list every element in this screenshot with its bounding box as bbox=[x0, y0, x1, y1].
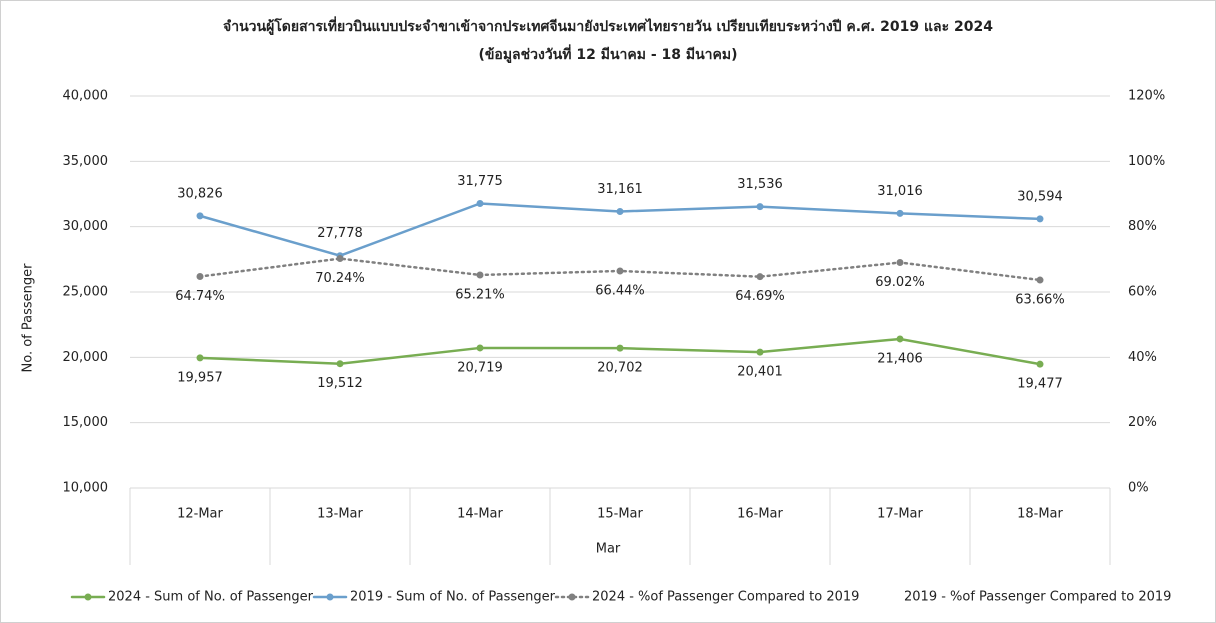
data-label: 20,719 bbox=[457, 360, 503, 375]
legend-label: 2024 - %of Passenger Compared to 2019 bbox=[592, 590, 859, 605]
data-label: 19,512 bbox=[317, 376, 363, 391]
data-point bbox=[196, 354, 204, 362]
data-point bbox=[476, 271, 484, 279]
data-point bbox=[1036, 215, 1044, 223]
legend-marker bbox=[326, 593, 334, 601]
x-tick-label: 13-Mar bbox=[317, 507, 363, 522]
data-label: 70.24% bbox=[315, 271, 365, 286]
data-label: 65.21% bbox=[455, 287, 505, 302]
y-tick-label: 10,000 bbox=[63, 481, 109, 496]
data-point bbox=[1036, 276, 1044, 284]
x-tick-label: 14-Mar bbox=[457, 507, 503, 522]
data-label: 19,957 bbox=[177, 370, 223, 385]
data-label: 31,016 bbox=[877, 184, 923, 199]
data-point bbox=[616, 267, 624, 275]
y-tick-label: 15,000 bbox=[63, 415, 109, 430]
data-label: 31,536 bbox=[737, 177, 783, 192]
x-tick-label: 18-Mar bbox=[1017, 507, 1063, 522]
data-label: 66.44% bbox=[595, 283, 645, 298]
chart-subtitle: (ข้อมูลช่วงวันที่ 12 มีนาคม - 18 มีนาคม) bbox=[478, 44, 737, 63]
y-tick-label: 35,000 bbox=[63, 154, 109, 169]
y2-tick-label: 80% bbox=[1128, 219, 1157, 234]
y2-tick-label: 100% bbox=[1128, 154, 1165, 169]
x-tick-label: 17-Mar bbox=[877, 507, 923, 522]
data-label: 31,775 bbox=[457, 174, 503, 189]
data-point bbox=[1036, 360, 1044, 368]
legend-label: 2019 - %of Passenger Compared to 2019 bbox=[904, 590, 1171, 605]
legend-marker bbox=[568, 593, 576, 601]
data-label: 69.02% bbox=[875, 275, 925, 290]
y2-tick-label: 60% bbox=[1128, 285, 1157, 300]
data-label: 30,826 bbox=[177, 186, 223, 201]
y-tick-label: 25,000 bbox=[63, 285, 109, 300]
y-axis-title: No. of Passenger bbox=[21, 263, 36, 373]
data-label: 64.74% bbox=[175, 289, 225, 304]
data-label: 20,702 bbox=[597, 361, 643, 376]
data-point bbox=[616, 344, 624, 352]
y-tick-label: 30,000 bbox=[63, 219, 109, 234]
y-tick-label: 40,000 bbox=[63, 89, 109, 104]
x-tick-label: 12-Mar bbox=[177, 507, 223, 522]
data-point bbox=[756, 203, 764, 211]
data-label: 31,161 bbox=[597, 182, 643, 197]
x-axis-title: Mar bbox=[596, 542, 621, 557]
data-point bbox=[476, 199, 484, 207]
data-label: 63.66% bbox=[1015, 293, 1065, 308]
data-point bbox=[336, 255, 344, 263]
legend-label: 2019 - Sum of No. of Passenger bbox=[350, 590, 556, 605]
data-point bbox=[476, 344, 484, 352]
data-label: 30,594 bbox=[1017, 189, 1063, 204]
data-label: 27,778 bbox=[317, 226, 363, 241]
data-point bbox=[896, 335, 904, 343]
y2-tick-label: 20% bbox=[1128, 415, 1157, 430]
data-label: 64.69% bbox=[735, 289, 785, 304]
legend-label: 2024 - Sum of No. of Passenger bbox=[108, 590, 314, 605]
data-label: 21,406 bbox=[877, 351, 923, 366]
x-tick-label: 15-Mar bbox=[597, 507, 643, 522]
data-point bbox=[196, 273, 204, 281]
data-point bbox=[896, 209, 904, 217]
y2-tick-label: 40% bbox=[1128, 350, 1157, 365]
y2-tick-label: 0% bbox=[1128, 481, 1149, 496]
data-point bbox=[756, 348, 764, 356]
data-point bbox=[196, 212, 204, 220]
data-label: 20,401 bbox=[737, 365, 783, 380]
data-point bbox=[616, 207, 624, 215]
legend-marker bbox=[84, 593, 92, 601]
data-label: 19,477 bbox=[1017, 377, 1063, 392]
y-tick-label: 20,000 bbox=[63, 350, 109, 365]
y2-tick-label: 120% bbox=[1128, 89, 1165, 104]
x-tick-label: 16-Mar bbox=[737, 507, 783, 522]
data-point bbox=[896, 259, 904, 267]
data-point bbox=[756, 273, 764, 281]
chart-title: จำนวนผู้โดยสารเที่ยวบินแบบประจำขาเข้าจาก… bbox=[223, 16, 993, 35]
data-point bbox=[336, 360, 344, 368]
